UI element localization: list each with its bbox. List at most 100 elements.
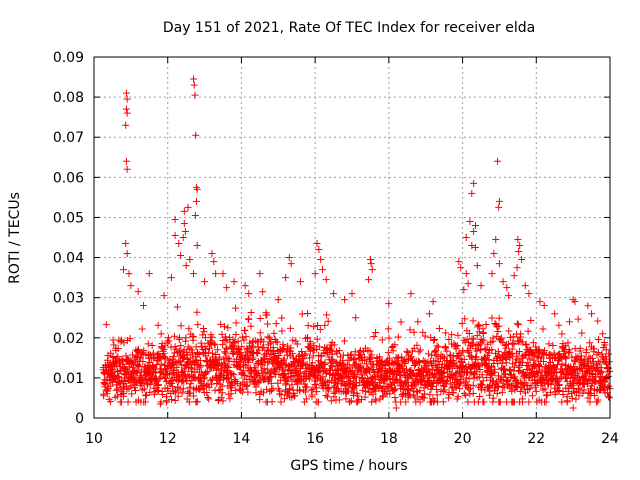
- data-point: [544, 380, 552, 388]
- data-point: [114, 353, 122, 361]
- data-point: [247, 322, 255, 330]
- data-point: [370, 333, 378, 341]
- data-point: [154, 321, 162, 329]
- data-point: [421, 390, 429, 398]
- data-point: [247, 308, 255, 316]
- x-tick-label: 12: [159, 431, 177, 447]
- data-point: [126, 382, 134, 390]
- y-tick-label: 0: [75, 411, 84, 427]
- data-point: [313, 388, 321, 396]
- data-point: [452, 361, 460, 369]
- data-point: [230, 371, 238, 379]
- data-point: [472, 368, 480, 376]
- data-point: [583, 346, 591, 354]
- data-point: [460, 336, 468, 344]
- data-point: [467, 352, 475, 360]
- data-point: [505, 327, 513, 335]
- data-point: [527, 317, 535, 325]
- data-point: [134, 361, 142, 369]
- data-point: [268, 398, 276, 406]
- data-point: [440, 368, 448, 376]
- data-point: [513, 264, 521, 272]
- data-point: [407, 353, 415, 361]
- data-point: [434, 343, 442, 351]
- data-point: [475, 362, 483, 370]
- data-point: [555, 387, 563, 395]
- data-point: [330, 375, 338, 383]
- data-point: [488, 314, 496, 322]
- data-point: [500, 383, 508, 391]
- data-point: [186, 256, 194, 264]
- data-point: [524, 327, 532, 335]
- data-point: [156, 400, 164, 408]
- data-point: [368, 266, 376, 274]
- data-point: [416, 346, 424, 354]
- data-point: [324, 387, 332, 395]
- data-point: [315, 368, 323, 376]
- data-point: [326, 346, 334, 354]
- data-point: [308, 391, 316, 399]
- data-point: [475, 328, 483, 336]
- data-point: [595, 336, 603, 344]
- data-point: [267, 373, 275, 381]
- data-point: [407, 290, 415, 298]
- data-point: [172, 345, 180, 353]
- x-axis-label: GPS time / hours: [290, 458, 407, 474]
- data-point: [296, 278, 304, 286]
- data-point: [219, 397, 227, 405]
- data-point: [297, 368, 305, 376]
- data-point: [170, 353, 178, 361]
- data-point: [157, 330, 165, 338]
- data-point: [421, 332, 429, 340]
- data-point: [195, 351, 203, 359]
- data-point: [414, 318, 422, 326]
- data-point: [322, 392, 330, 400]
- data-point: [532, 387, 540, 395]
- data-point: [122, 157, 130, 165]
- data-point: [264, 320, 272, 328]
- data-point: [276, 387, 284, 395]
- data-point: [160, 292, 168, 300]
- data-point: [218, 389, 226, 397]
- data-point: [356, 363, 364, 371]
- data-point: [171, 231, 179, 239]
- data-point: [529, 339, 537, 347]
- data-point: [300, 351, 308, 359]
- data-point: [410, 362, 418, 370]
- data-point: [274, 354, 282, 362]
- data-point: [536, 298, 544, 306]
- data-point: [429, 298, 437, 306]
- data-point: [568, 394, 576, 402]
- data-point: [126, 335, 134, 343]
- data-point: [565, 318, 573, 326]
- data-point: [589, 359, 597, 367]
- data-point: [146, 388, 154, 396]
- data-point: [231, 338, 239, 346]
- x-tick-labels: 10 12 14 16 18 20 22 24: [85, 431, 619, 447]
- data-point: [242, 333, 250, 341]
- data-point: [226, 395, 234, 403]
- data-point: [311, 381, 319, 389]
- data-point: [281, 395, 289, 403]
- data-point: [274, 296, 282, 304]
- data-point: [448, 375, 456, 383]
- data-point: [514, 321, 522, 329]
- data-point: [422, 361, 430, 369]
- data-point: [328, 350, 336, 358]
- data-point: [471, 221, 479, 229]
- data-point: [152, 375, 160, 383]
- data-point: [461, 315, 469, 323]
- data-point: [388, 344, 396, 352]
- data-point: [123, 95, 131, 103]
- data-point: [224, 366, 232, 374]
- data-point: [131, 387, 139, 395]
- data-point: [113, 392, 121, 400]
- data-point: [578, 329, 586, 337]
- data-point: [458, 320, 466, 328]
- data-point: [347, 397, 355, 405]
- data-point: [256, 390, 264, 398]
- data-point: [448, 331, 456, 339]
- data-point: [403, 385, 411, 393]
- data-point: [435, 324, 443, 332]
- data-point: [433, 380, 441, 388]
